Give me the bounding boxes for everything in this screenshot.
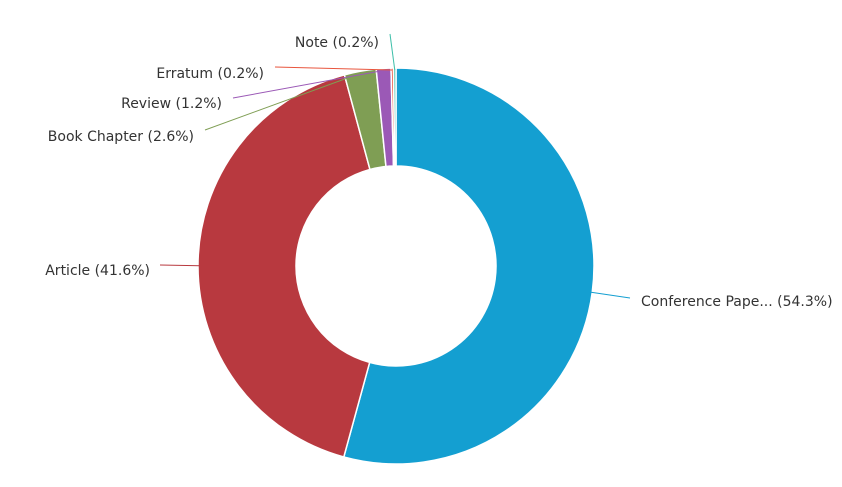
slice-conference-paper[interactable]	[342, 67, 595, 465]
label-erratum: Erratum (0.2%)	[156, 66, 264, 82]
donut-slices	[197, 67, 595, 465]
label-review: Review (1.2%)	[121, 96, 222, 112]
label-note: Note (0.2%)	[295, 35, 379, 51]
leader-erratum	[274, 66, 393, 71]
label-conference-paper: Conference Pape... (54.3%)	[641, 294, 833, 310]
slice-article[interactable]	[197, 73, 371, 458]
leader-lines	[159, 33, 631, 299]
leader-book-chapter	[204, 72, 361, 131]
leader-conference-paper	[590, 291, 631, 299]
leader-note	[389, 33, 396, 71]
slice-labels: Conference Pape... (54.3%) Article (41.6%…	[45, 35, 832, 310]
label-book-chapter: Book Chapter (2.6%)	[48, 129, 194, 145]
label-article: Article (41.6%)	[45, 263, 150, 279]
slice-note[interactable]	[392, 67, 397, 167]
leader-review	[232, 69, 384, 99]
leader-article	[159, 264, 201, 267]
